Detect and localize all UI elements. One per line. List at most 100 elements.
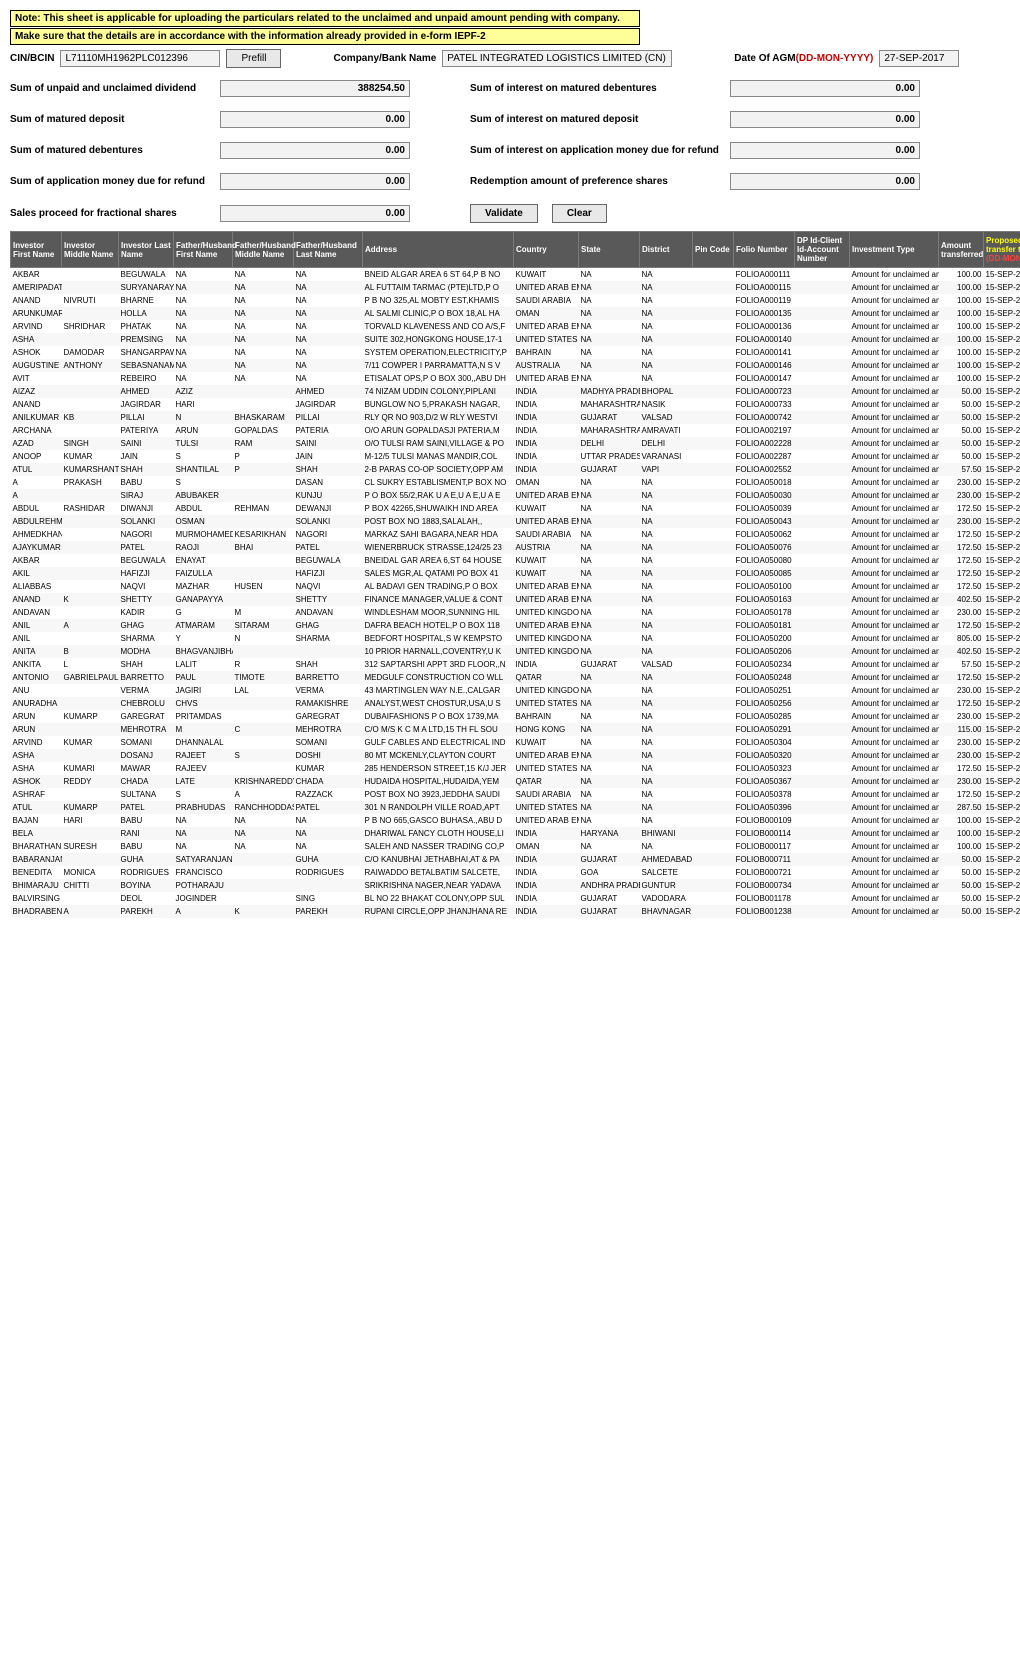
cell — [693, 359, 734, 372]
table-row: BALVIRSINGDEOLJOGINDERSINGBL NO 22 BHAKA… — [11, 892, 1020, 905]
cell: BHOPAL — [640, 385, 693, 398]
cell: PATERIYA — [119, 424, 174, 437]
sum-int-deposit-value[interactable]: 0.00 — [730, 111, 920, 128]
cell: 15-SEP-2021 — [984, 853, 1020, 866]
clear-button[interactable]: Clear — [552, 204, 607, 223]
cell: NA — [640, 515, 693, 528]
table-row: AKBARBEGUWALAENAYATBEGUWALABNEIDAL GAR A… — [11, 554, 1020, 567]
cell — [795, 541, 850, 554]
company-label: Company/Bank Name — [333, 53, 436, 64]
cell: HUDAIDA HOSPITAL,HUDAIDA,YEM — [363, 775, 514, 788]
cell: 50.00 — [939, 853, 984, 866]
cell: NA — [579, 502, 640, 515]
cell: BARRETTO — [294, 671, 363, 684]
cell — [233, 645, 294, 658]
cell: AHMEDABAD — [640, 853, 693, 866]
sum-refund-value[interactable]: 0.00 — [220, 173, 410, 190]
cell: GUHA — [294, 853, 363, 866]
cell: INDIA — [514, 385, 579, 398]
cell: NA — [640, 541, 693, 554]
cell: 230.00 — [939, 489, 984, 502]
sum-deposit-value[interactable]: 0.00 — [220, 111, 410, 128]
table-row: ABDULREHMANSOLANKIOSMANSOLANKIPOST BOX N… — [11, 515, 1020, 528]
cell: NA — [174, 814, 233, 827]
sum-fractional-value[interactable]: 0.00 — [220, 205, 410, 222]
cell: SINGH — [62, 437, 119, 450]
cell: Amount for unclaimed and u — [850, 346, 939, 359]
validate-button[interactable]: Validate — [470, 204, 538, 223]
cell — [693, 879, 734, 892]
cell: ANOOP — [11, 450, 62, 463]
table-row: ASHADOSANJRAJEETSDOSHI80 MT MCKENLY,CLAY… — [11, 749, 1020, 762]
cell: NA — [174, 346, 233, 359]
cell: FOLIOA050206 — [734, 645, 795, 658]
table-row: ASHAPREMSINGNANANASUITE 302,HONGKONG HOU… — [11, 333, 1020, 346]
cell — [693, 892, 734, 905]
cell: 805.00 — [939, 632, 984, 645]
cell: Amount for unclaimed and u — [850, 749, 939, 762]
cell: 50.00 — [939, 411, 984, 424]
date-input[interactable]: 27-SEP-2017 — [879, 50, 959, 67]
sum-int-refund-value[interactable]: 0.00 — [730, 142, 920, 159]
cell: FOLIOA002228 — [734, 437, 795, 450]
cell: Amount for unclaimed and u — [850, 840, 939, 853]
cell — [693, 723, 734, 736]
cell: 172.50 — [939, 788, 984, 801]
cell: 100.00 — [939, 840, 984, 853]
cell: DHARIWAL FANCY CLOTH HOUSE,LI — [363, 827, 514, 840]
cell — [693, 619, 734, 632]
cell: ABDULREHMAN — [11, 515, 62, 528]
col-header: Proposed Date of transfer to IEPF (DD-MO… — [984, 232, 1020, 268]
prefill-button[interactable]: Prefill — [226, 49, 281, 68]
cell: Amount for unclaimed and u — [850, 606, 939, 619]
sum-debentures-value[interactable]: 0.00 — [220, 142, 410, 159]
cell: KUWAIT — [514, 567, 579, 580]
cell — [693, 593, 734, 606]
cell: NIVRUTI — [62, 294, 119, 307]
cell: 15-SEP-2021 — [984, 762, 1020, 775]
table-row: AKBARBEGUWALANANANABNEID ALGAR AREA 6 ST… — [11, 268, 1020, 282]
cell: 172.50 — [939, 697, 984, 710]
cell: FOLIOA050320 — [734, 749, 795, 762]
table-row: ASHRAFSULTANASARAZZACKPOST BOX NO 3923,J… — [11, 788, 1020, 801]
cell: 100.00 — [939, 333, 984, 346]
cell: FOLIOA000140 — [734, 333, 795, 346]
cell: UNITED KINGDOM — [514, 632, 579, 645]
cell: NA — [579, 814, 640, 827]
cell: NA — [640, 632, 693, 645]
cell: NA — [579, 697, 640, 710]
cell: FOLIOA050100 — [734, 580, 795, 593]
cell — [233, 489, 294, 502]
cell: PILLAI — [119, 411, 174, 424]
sum-redemption-value[interactable]: 0.00 — [730, 173, 920, 190]
cell: FOLIOA050304 — [734, 736, 795, 749]
cell: KUWAIT — [514, 554, 579, 567]
cell — [795, 463, 850, 476]
cell: NAGORI — [119, 528, 174, 541]
company-input[interactable]: PATEL INTEGRATED LOGISTICS LIMITED (CN) — [442, 50, 672, 67]
sum-dividend-value[interactable]: 388254.50 — [220, 80, 410, 97]
cell: RODRIGUES — [119, 866, 174, 879]
cell: INDIA — [514, 424, 579, 437]
cell: SHRIDHAR — [62, 320, 119, 333]
cell: 15-SEP-2021 — [984, 385, 1020, 398]
cell: FOLIOA000136 — [734, 320, 795, 333]
cell: NA — [640, 320, 693, 333]
col-header: Pin Code — [693, 232, 734, 268]
cell — [693, 476, 734, 489]
cell — [693, 346, 734, 359]
cell: SOMANI — [119, 736, 174, 749]
cell — [693, 515, 734, 528]
cell: AHMEDKHAN — [11, 528, 62, 541]
cell: SIRAJ — [119, 489, 174, 502]
cell: FRANCISCO — [174, 866, 233, 879]
cell: Amount for unclaimed and u — [850, 801, 939, 814]
table-row: AIZAZAHMEDAZIZAHMED74 NIZAM UDDIN COLONY… — [11, 385, 1020, 398]
cell: NA — [640, 775, 693, 788]
cell: BUNGLOW NO 5,PRAKASH NAGAR, — [363, 398, 514, 411]
cell: P — [233, 463, 294, 476]
cin-input[interactable]: L71110MH1962PLC012396 — [60, 50, 220, 67]
cell: GHAG — [119, 619, 174, 632]
cell: FOLIOA000141 — [734, 346, 795, 359]
sum-int-debentures-value[interactable]: 0.00 — [730, 80, 920, 97]
